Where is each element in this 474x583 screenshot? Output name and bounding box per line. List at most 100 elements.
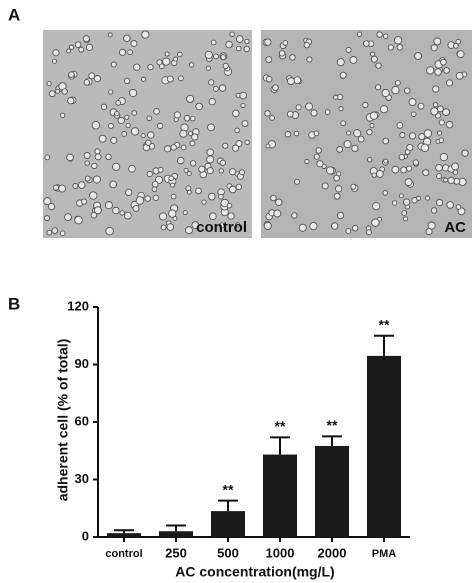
cell [225,40,233,49]
cell [453,177,461,185]
cell [438,119,445,126]
cell [46,229,53,236]
cell [130,39,138,47]
cell [114,110,120,117]
cell [130,127,140,136]
image-caption: control [196,219,247,236]
cell [59,112,66,119]
cell [447,176,455,185]
cell [108,89,114,95]
cell [68,71,75,78]
cell [77,181,86,189]
cell [440,58,447,66]
cell [222,62,229,69]
micrograph [43,30,252,238]
cell [282,40,289,46]
cell [147,131,155,139]
cell [375,84,382,91]
significance-label: ** [275,418,286,434]
cell [125,188,133,197]
cell [414,52,423,60]
cell [370,51,376,57]
cell [350,183,357,190]
cell [304,158,310,165]
cell [427,221,436,230]
cell [396,122,404,129]
cell [146,115,153,122]
cell [173,111,181,119]
cell [98,134,107,143]
cell [401,210,408,216]
cell [445,79,454,87]
cell [168,209,177,218]
cell [375,169,384,178]
cell [417,102,425,110]
cell [432,85,440,93]
cell [243,45,250,53]
cell [425,228,433,236]
x-tick-label: 250 [165,545,187,560]
cell [334,185,343,193]
cell [135,196,145,205]
cell [239,91,248,100]
cell [128,88,138,98]
cell [310,109,318,117]
cell [303,41,310,49]
cell [82,35,90,43]
cell [204,50,213,60]
cell [118,48,127,56]
cell [404,178,413,187]
cell [309,222,318,231]
cell [369,111,379,120]
cell [52,184,59,191]
cell [442,108,450,117]
cell [104,201,113,210]
cell [166,75,174,83]
cell [112,162,121,171]
cell [93,206,102,215]
cell [206,167,214,175]
cell [188,62,195,68]
cell [91,121,101,130]
cell [145,139,152,146]
cell [151,180,159,188]
cell [68,44,75,50]
cell [398,153,405,161]
cell [338,106,344,112]
cell [198,165,206,173]
cell [346,130,352,136]
cell [353,129,362,138]
cell [207,123,215,132]
cell [205,65,211,71]
cell [127,49,133,56]
cell [381,88,390,98]
cell [403,216,409,222]
cell [286,110,294,118]
cell [232,109,240,118]
cell [235,183,243,191]
cell [391,165,400,174]
cell [46,81,52,87]
cell [372,202,381,211]
cell [88,72,96,80]
cell [47,202,56,211]
cell [227,212,235,220]
cell [443,177,449,183]
cell [105,153,112,161]
cell [345,228,352,235]
cell [423,129,433,138]
cell [177,51,183,58]
cell [339,71,347,79]
cell [430,44,438,52]
cell [93,75,102,83]
cell [433,37,442,46]
cell [228,185,237,194]
cell [370,55,378,63]
cell [189,140,196,147]
cell [382,33,389,39]
cell [324,109,331,115]
cell [141,30,150,39]
cell [220,54,227,61]
cell [425,195,431,201]
